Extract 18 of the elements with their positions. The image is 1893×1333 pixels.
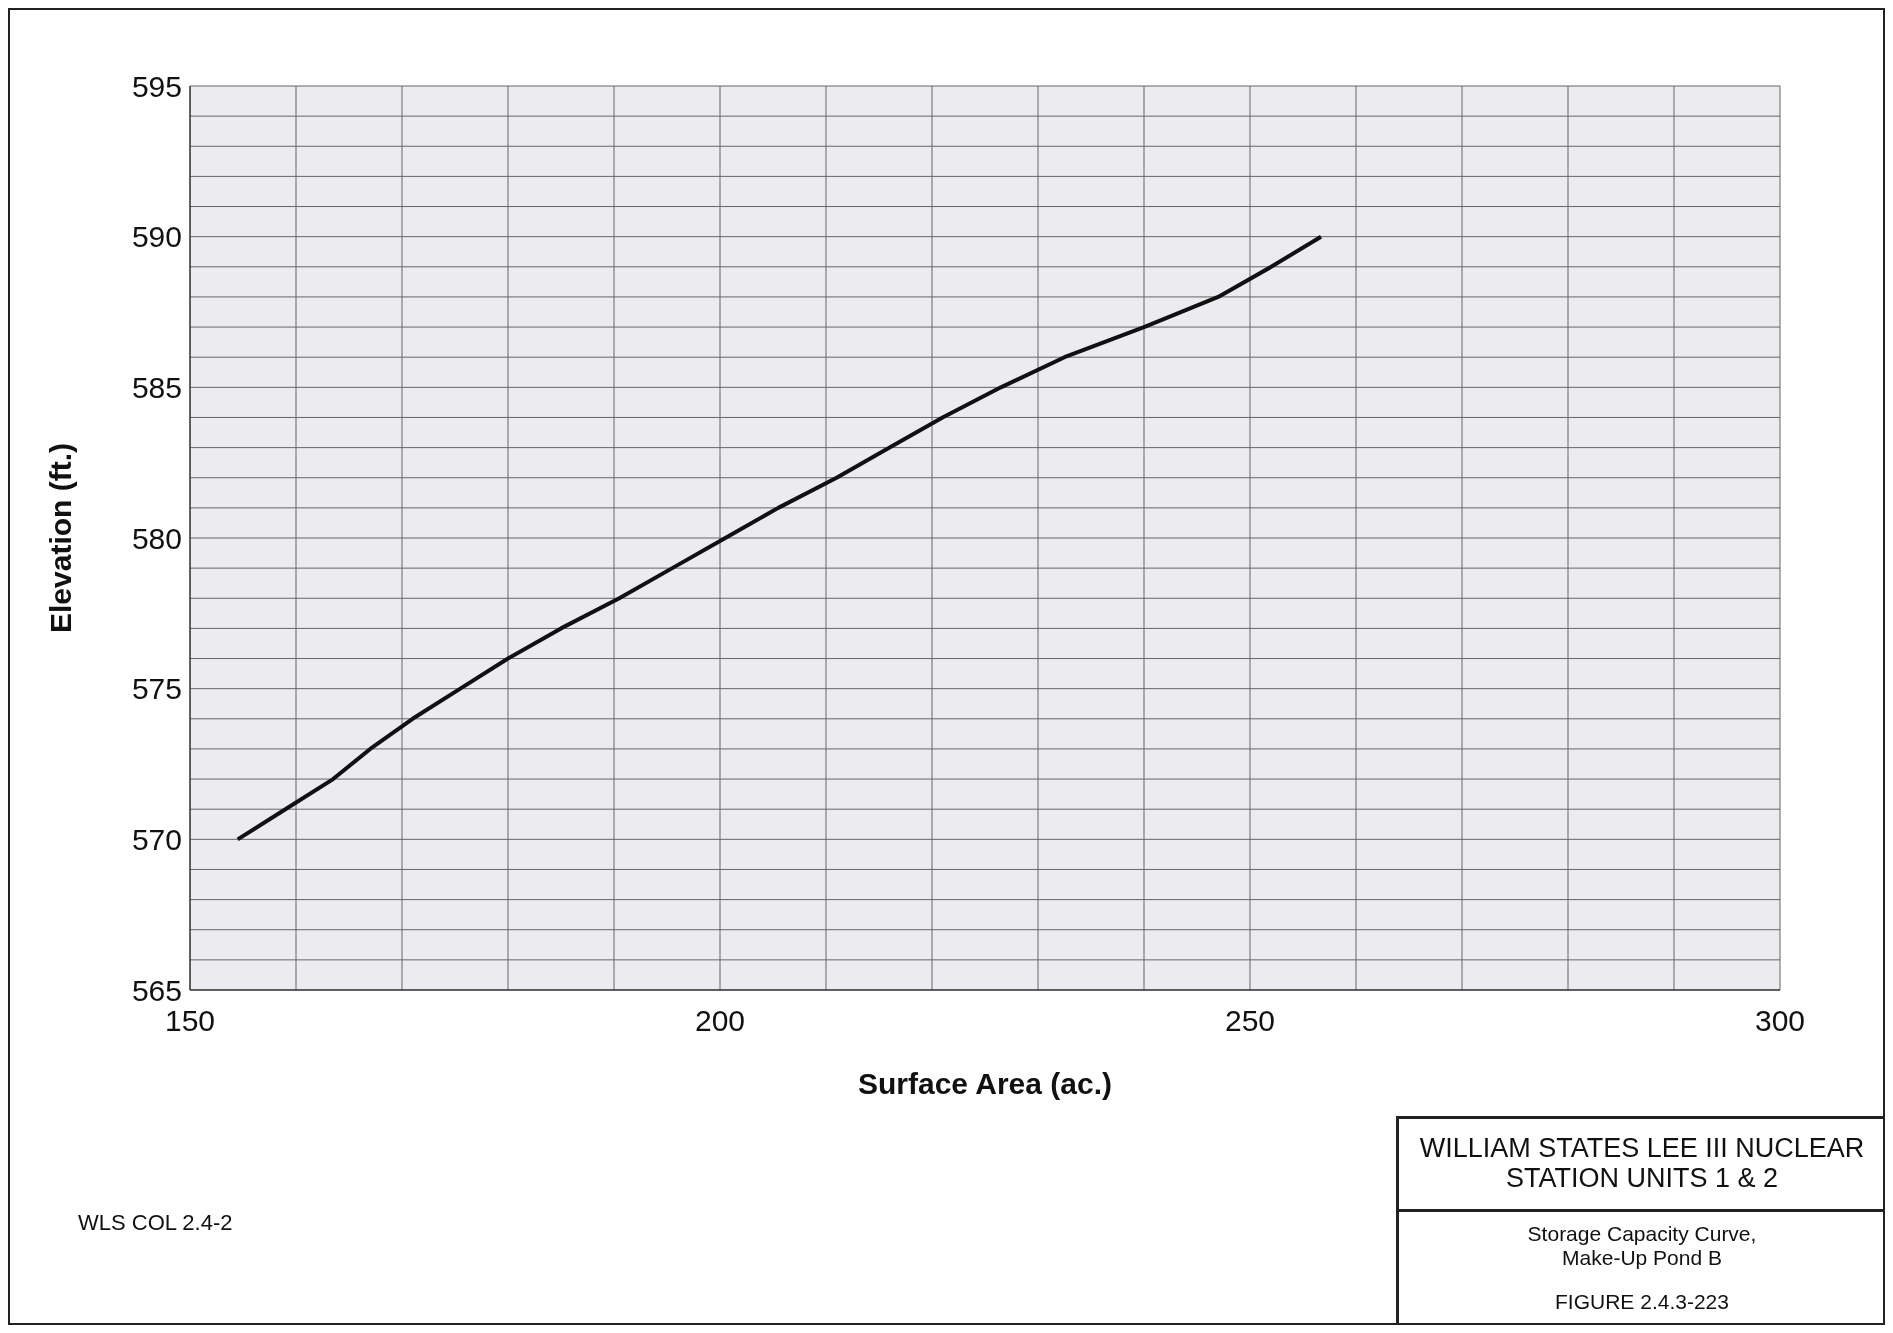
- x-tick-label: 250: [1224, 1004, 1276, 1038]
- text: WLS COL 2.4-2: [78, 1210, 233, 1236]
- y-tick-label: 570: [131, 822, 182, 856]
- y-tick-label: 575: [131, 672, 182, 706]
- y-tick-label: 565: [131, 973, 182, 1007]
- y-tick-label: 585: [131, 370, 182, 404]
- x-tick-label: 150: [164, 1004, 216, 1038]
- x-tick-label: 300: [1754, 1004, 1806, 1038]
- text: WILLIAM STATES LEE III NUCLEAR STATION UNITS 1 & 2: [1399, 1119, 1885, 1212]
- x-tick-label: 200: [694, 1004, 746, 1038]
- y-tick-label: 595: [131, 69, 182, 103]
- line-series: [235, 234, 1324, 842]
- x-axis-title: Surface Area (ac.): [857, 1067, 1113, 1100]
- caption: FIGURE 2.4.3-223: [1554, 1290, 1730, 1315]
- y-axis-title: Elevation (ft.): [43, 442, 77, 634]
- text: Storage Capacity Curve, Make-Up Pond B: [1526, 1222, 1758, 1271]
- y-tick-label: 590: [131, 220, 182, 254]
- y-tick-label: 580: [131, 521, 182, 555]
